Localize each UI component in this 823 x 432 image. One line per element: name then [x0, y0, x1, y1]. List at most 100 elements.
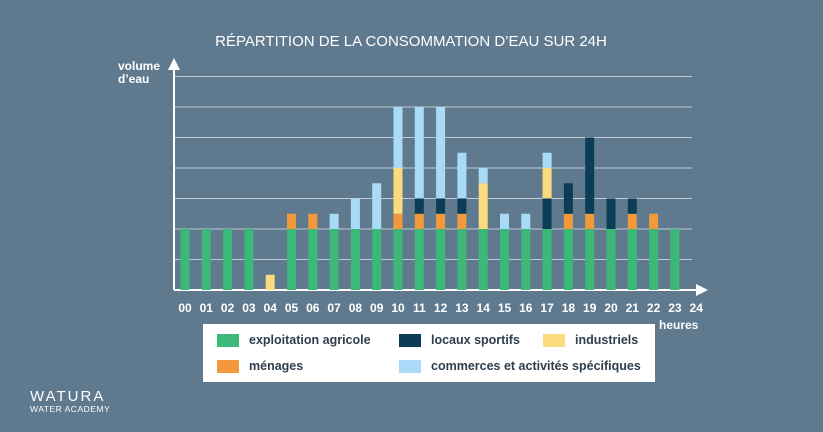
bar-segment-commerces-et-activites-specifiques [350, 198, 360, 229]
y-axis-label: volume [118, 59, 160, 73]
bar-segment-commerces-et-activites-specifiques [500, 213, 509, 229]
bar-segment-exploitation-agricole [223, 229, 233, 290]
x-axis-arrow [696, 284, 708, 296]
bar-segment-exploitation-agricole [585, 229, 595, 290]
legend: exploitation agricole locaux sportifs in… [203, 324, 655, 382]
x-tick-label: 08 [349, 301, 363, 315]
x-tick-label: 11 [413, 301, 426, 315]
legend-swatch [399, 359, 421, 373]
bar-segment-exploitation-agricole [627, 229, 637, 290]
x-tick-label: 02 [221, 301, 235, 315]
legend-label: ménages [249, 359, 304, 373]
bar-segment-locaux-sportifs [606, 198, 616, 229]
legend-item-exploitation-agricole: exploitation agricole [217, 333, 371, 347]
bar-segment-exploitation-agricole [201, 229, 211, 290]
bar-segment-exploitation-agricole [436, 229, 446, 290]
bar-segment-commerces-et-activites-specifiques [457, 152, 467, 199]
bar-segment-commerces-et-activites-specifiques [393, 107, 403, 168]
x-tick-label: 01 [200, 301, 214, 315]
bar-segment-menages [649, 213, 659, 229]
legend-label: locaux sportifs [431, 333, 520, 347]
bar-segment-menages [393, 213, 403, 229]
bar-segment-menages [457, 213, 467, 229]
legend-label: commerces et activités spécifiques [431, 359, 641, 373]
brand-sub: WATER ACADEMY [30, 404, 111, 414]
bar-segment-locaux-sportifs [457, 198, 467, 214]
x-tick-label: 10 [391, 301, 405, 315]
bar-segment-locaux-sportifs [585, 137, 595, 214]
bar-segment-exploitation-agricole [350, 229, 360, 290]
bar-segment-exploitation-agricole [180, 229, 190, 290]
bar-segment-locaux-sportifs [436, 198, 446, 214]
bar-segment-exploitation-agricole [414, 229, 424, 290]
bar-segment-menages [308, 213, 318, 229]
bar-segment-exploitation-agricole [500, 229, 509, 290]
x-tick-label: 05 [285, 301, 299, 315]
bar-segment-exploitation-agricole [478, 229, 488, 290]
bar-segment-industriels [393, 168, 403, 214]
x-tick-label: 20 [604, 301, 618, 315]
legend-swatch [217, 333, 239, 347]
bar-segment-exploitation-agricole [521, 229, 531, 290]
bar-segment-commerces-et-activites-specifiques [436, 107, 446, 199]
x-tick-label: 24 [690, 301, 704, 315]
y-axis-arrow [168, 58, 180, 70]
x-tick-label: 12 [434, 301, 448, 315]
bar-segment-menages [563, 213, 573, 229]
bar-segment-commerces-et-activites-specifiques [521, 213, 531, 229]
bar-segment-exploitation-agricole [542, 229, 552, 290]
bar-segment-exploitation-agricole [244, 229, 254, 290]
legend-swatch [217, 359, 239, 373]
bar-segment-industriels [478, 183, 488, 229]
bar-segment-industriels [265, 274, 275, 290]
x-tick-label: 14 [477, 301, 491, 315]
bar-segment-exploitation-agricole [563, 229, 573, 290]
x-tick-label: 22 [647, 301, 661, 315]
legend-swatch [399, 333, 421, 347]
brand-name: WATURA [30, 388, 106, 405]
x-tick-label: 03 [242, 301, 256, 315]
x-tick-label: 00 [178, 301, 192, 315]
bar-segment-commerces-et-activites-specifiques [478, 168, 488, 184]
bar-segment-menages [627, 213, 637, 229]
x-tick-label: 21 [626, 301, 640, 315]
bar-segment-exploitation-agricole [287, 229, 296, 290]
bar-segment-commerces-et-activites-specifiques [542, 152, 552, 168]
bar-segment-exploitation-agricole [606, 229, 616, 290]
bar-segment-exploitation-agricole [329, 229, 339, 290]
x-tick-label: 19 [583, 301, 597, 315]
x-axis-label: heures [659, 318, 699, 332]
legend-swatch [543, 333, 565, 347]
chart-title: RÉPARTITION DE LA CONSOMMATION D’EAU SUR… [215, 33, 607, 50]
legend-label: exploitation agricole [249, 333, 371, 347]
bar-segment-menages [287, 213, 296, 229]
bar-segment-commerces-et-activites-specifiques [329, 213, 339, 229]
bar-segment-commerces-et-activites-specifiques [372, 183, 382, 229]
x-tick-label: 16 [519, 301, 533, 315]
x-tick-label: 18 [562, 301, 576, 315]
bar-segment-menages [436, 213, 446, 229]
x-tick-label: 23 [668, 301, 682, 315]
bar-segment-exploitation-agricole [670, 229, 680, 290]
legend-label: industriels [575, 333, 639, 347]
x-tick-label: 06 [306, 301, 320, 315]
bar-segment-exploitation-agricole [393, 229, 403, 290]
bar-segment-locaux-sportifs [542, 198, 552, 229]
bar-segment-exploitation-agricole [649, 229, 659, 290]
x-tick-label: 09 [370, 301, 384, 315]
x-tick-label: 04 [264, 301, 278, 315]
bar-segment-menages [414, 213, 424, 229]
legend-item-industriels: industriels [543, 333, 638, 347]
x-tick-label: 15 [498, 301, 512, 315]
bar-segment-exploitation-agricole [308, 229, 318, 290]
bar-segment-exploitation-agricole [372, 229, 382, 290]
legend-item-locaux-sportifs: locaux sportifs [399, 333, 520, 347]
bar-segment-menages [585, 213, 595, 229]
y-axis-label: d’eau [118, 72, 149, 86]
bar-segment-exploitation-agricole [457, 229, 467, 290]
x-tick-label: 13 [455, 301, 469, 315]
bar-segment-locaux-sportifs [414, 198, 424, 214]
legend-item-menages: ménages [217, 359, 303, 373]
bar-segment-industriels [542, 168, 552, 199]
